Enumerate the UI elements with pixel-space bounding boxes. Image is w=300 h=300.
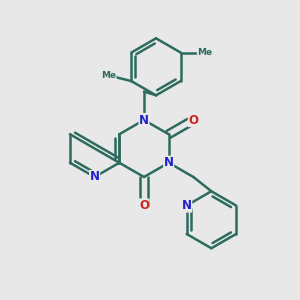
Text: N: N — [164, 156, 174, 169]
Text: N: N — [90, 170, 100, 184]
Text: O: O — [139, 199, 149, 212]
Text: N: N — [139, 113, 149, 127]
Text: O: O — [188, 113, 198, 127]
Text: N: N — [182, 199, 192, 212]
Text: Me: Me — [101, 71, 116, 80]
Text: Me: Me — [197, 48, 212, 57]
